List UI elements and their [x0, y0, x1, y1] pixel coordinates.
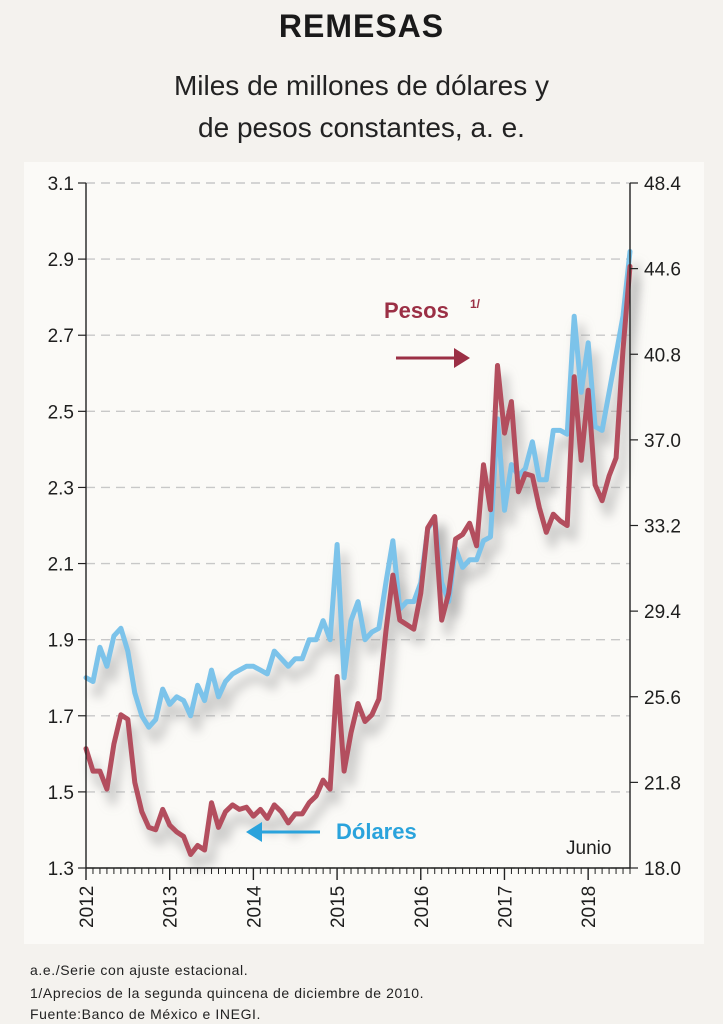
footnote-seasonal: a.e./Serie con ajuste estacional.	[30, 962, 249, 978]
chart-panel: 3.1 2.9 2.7 2.5 2.3 2.1 1.9 1.7 1.5 1.3 48.4 44.6 40…	[24, 162, 704, 944]
left-tick-label: 1.9	[48, 631, 74, 652]
pesos-annotation: Pesos 1/	[384, 297, 481, 368]
left-tick-label: 2.5	[48, 402, 74, 423]
x-tick-label: 2012	[77, 886, 98, 928]
chart-svg: 3.1 2.9 2.7 2.5 2.3 2.1 1.9 1.7 1.5 1.3 48.4 44.6 40…	[48, 174, 682, 928]
left-tick-label: 1.5	[48, 783, 74, 804]
x-tick-label: 2013	[161, 886, 182, 928]
right-tick-label: 25.6	[644, 688, 681, 709]
dolares-line-shadow	[89, 263, 641, 744]
left-tick-label: 3.1	[48, 174, 74, 195]
footnote-source: Fuente:Banco de México e INEGI.	[30, 1006, 262, 1022]
chart-subtitle-line-2: de pesos constantes, a. e.	[198, 112, 525, 143]
series-lines	[83, 249, 633, 857]
right-tick-label: 29.4	[644, 602, 681, 623]
left-tick-label: 1.7	[48, 707, 74, 728]
right-tick-label: 21.8	[644, 773, 681, 794]
footnote-prices: 1/Aprecios de la segunda quincena de dic…	[30, 985, 425, 1001]
chart-title: REMESAS	[278, 8, 445, 44]
right-tick-label: 48.4	[644, 174, 681, 195]
right-tick-label: 37.0	[644, 431, 681, 452]
left-tick-label: 1.3	[48, 859, 74, 880]
end-month-label: Junio	[566, 838, 611, 859]
series-shadow	[87, 263, 641, 871]
pesos-superscript: 1/	[470, 297, 481, 311]
axis-tick-labels: 3.1 2.9 2.7 2.5 2.3 2.1 1.9 1.7 1.5 1.3 48.4 44.6 40…	[48, 174, 682, 928]
x-tick-label: 2016	[412, 886, 433, 928]
dolares-arrow-icon	[246, 822, 262, 842]
dolares-series-line	[83, 249, 633, 730]
right-tick-label: 44.6	[644, 260, 681, 281]
axes	[78, 182, 638, 880]
dolares-annotation: Dólares	[246, 819, 417, 844]
x-tick-label: 2017	[495, 886, 516, 928]
right-tick-label: 33.2	[644, 517, 681, 538]
x-tick-label: 2015	[328, 886, 349, 928]
pesos-line-shadow	[87, 278, 641, 871]
dolares-label: Dólares	[336, 819, 417, 844]
left-tick-label: 2.7	[48, 326, 74, 347]
pesos-arrow-icon	[454, 348, 470, 368]
left-tick-label: 2.9	[48, 250, 74, 271]
x-tick-label: 2014	[244, 885, 265, 928]
left-tick-label: 2.1	[48, 555, 74, 576]
left-tick-label: 2.3	[48, 478, 74, 499]
x-tick-label: 2018	[579, 886, 600, 928]
right-tick-label: 40.8	[644, 345, 681, 366]
chart-subtitle-line-1: Miles de millones de dólares y	[173, 70, 550, 101]
pesos-series-line	[83, 263, 633, 857]
right-tick-label: 18.0	[644, 859, 681, 880]
pesos-label: Pesos	[384, 298, 449, 323]
